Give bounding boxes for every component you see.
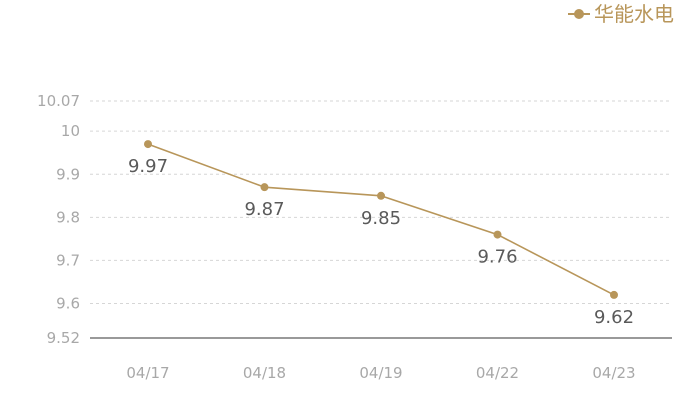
data-label: 9.97: [128, 156, 168, 177]
data-label: 9.62: [594, 307, 634, 328]
x-tick-label: 04/23: [592, 364, 635, 382]
legend-marker-icon: [568, 7, 590, 21]
legend: 华能水电: [568, 4, 674, 24]
data-point: [493, 230, 502, 239]
data-point: [260, 183, 269, 192]
y-tick-label: 9.9: [56, 165, 80, 183]
data-label: 9.85: [361, 208, 401, 229]
data-label: 9.76: [477, 247, 517, 268]
data-label: 9.87: [244, 199, 284, 220]
y-tick-label: 9.6: [56, 295, 80, 313]
x-tick-label: 04/22: [476, 364, 519, 382]
y-tick-label: 9.7: [56, 251, 80, 269]
series-layer: [144, 140, 618, 299]
data-point: [610, 290, 618, 299]
x-tick-label: 04/19: [359, 364, 402, 382]
y-tick-label: 9.8: [56, 208, 80, 226]
grid-layer: [90, 100, 672, 305]
y-tick-label: 10.07: [37, 92, 80, 110]
data-point: [144, 140, 152, 149]
axis-layer: 9.52 9.6 9.7 9.8 9.9 10 10.07 04/17 04/18 04/19 04…: [37, 92, 672, 382]
y-tick-label: 10: [61, 122, 80, 140]
legend-label: 华能水电: [594, 2, 674, 26]
label-layer: 9.97 9.87 9.85 9.76 9.62: [128, 156, 634, 328]
y-tick-label: 9.52: [47, 329, 80, 347]
x-tick-label: 04/18: [243, 364, 286, 382]
data-point: [377, 191, 385, 200]
x-tick-label: 04/17: [126, 364, 169, 382]
